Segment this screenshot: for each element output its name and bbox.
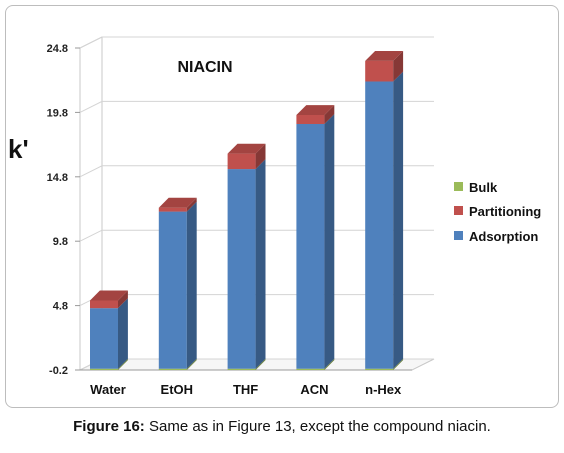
bar-segment-adsorption [365,71,404,369]
bar-front [365,60,394,82]
x-tick-label: THF [233,382,258,397]
bar-segment-adsorption [296,114,335,369]
gridline [79,36,434,49]
bar-side [393,71,404,369]
bar-side [255,143,266,170]
bar-side [118,298,128,369]
y-tick-label: 19.8 [47,107,68,119]
bar-side [255,159,266,369]
bar-top [158,197,197,208]
bar-side [118,290,128,309]
bar-side [324,358,335,370]
legend-swatch-adsorption [454,231,463,240]
bar-side [393,50,404,82]
legend-label-partitioning: Partitioning [469,204,541,219]
bar-front [158,368,187,370]
bar-segment-adsorption [90,298,128,369]
bar-segment-bulk [365,358,404,370]
bar-side [186,201,197,369]
bar-front [158,207,187,212]
bar-side [186,358,197,370]
caption-text: Same as in Figure 13, except the compoun… [144,418,491,435]
bar-front [296,114,325,124]
bar-top [365,50,404,61]
bar-side [393,358,404,370]
y-tick-label: 9.8 [53,236,68,248]
bar-front [90,300,118,309]
bar-stack-acn [296,105,335,370]
bar-front [296,123,325,369]
bar-front [90,308,118,369]
bar-front [365,81,394,369]
bar-segment-partitioning [227,143,266,170]
bar-segment-partitioning [296,105,335,124]
legend-label-adsorption: Adsorption [469,229,538,244]
bar-front [90,368,118,370]
bar-segment-partitioning [158,197,197,212]
y-tick-label: 24.8 [47,43,68,55]
legend-label-bulk: Bulk [469,180,498,195]
bar-segment-adsorption [227,159,266,369]
bar-stack-n-hex [365,50,404,370]
stacked-bar-chart: -0.2 4.8 9.8 14.8 19.8 24.8 Water EtOH THF ACN n-H… [8,36,541,397]
bar-top [296,105,335,115]
y-tick-label: 4.8 [53,301,68,313]
y-axis-label: k' [8,134,29,164]
legend-swatch-partitioning [454,206,463,215]
bar-segment-bulk [158,358,197,370]
bar-segment-bulk [90,358,128,370]
bar-side [324,105,335,124]
bar-stack-thf [227,143,266,370]
bar-segment-partitioning [365,50,404,82]
gridline [79,100,434,113]
caption-label: Figure 16: [73,418,145,435]
x-tick-label: ACN [300,382,328,397]
bar-segment-bulk [227,358,266,370]
bar-segment-partitioning [90,290,128,309]
x-tick-label: Water [90,382,126,397]
x-tick-label: n-Hex [365,382,402,397]
legend: Bulk Partitioning Adsorption [454,180,541,244]
bar-side [186,197,197,212]
bar-front [227,169,256,369]
bar-front [365,368,394,370]
bar-top [227,143,266,154]
legend-swatch-bulk [454,182,463,191]
chart-title: NIACIN [177,59,232,76]
y-tick-label: -0.2 [49,365,68,377]
bar-front [158,211,187,369]
bar-front [227,368,256,370]
x-tick-label: EtOH [161,382,194,397]
bar-front [227,153,256,170]
y-tick-label: 14.8 [47,172,68,184]
bar-side [118,358,128,370]
bar-front [296,368,325,370]
bar-stack-water [90,290,128,370]
bar-side [324,114,335,369]
bar-layer [90,50,404,370]
axis-layer: -0.2 4.8 9.8 14.8 19.8 24.8 Water EtOH THF ACN n-H… [47,43,412,397]
bar-segment-bulk [296,358,335,370]
figure-caption: Figure 16: Same as in Figure 13, except … [0,418,564,435]
bar-side [255,358,266,370]
bar-stack-etoh [158,197,197,370]
bar-top [90,290,128,301]
bar-segment-adsorption [158,201,197,369]
